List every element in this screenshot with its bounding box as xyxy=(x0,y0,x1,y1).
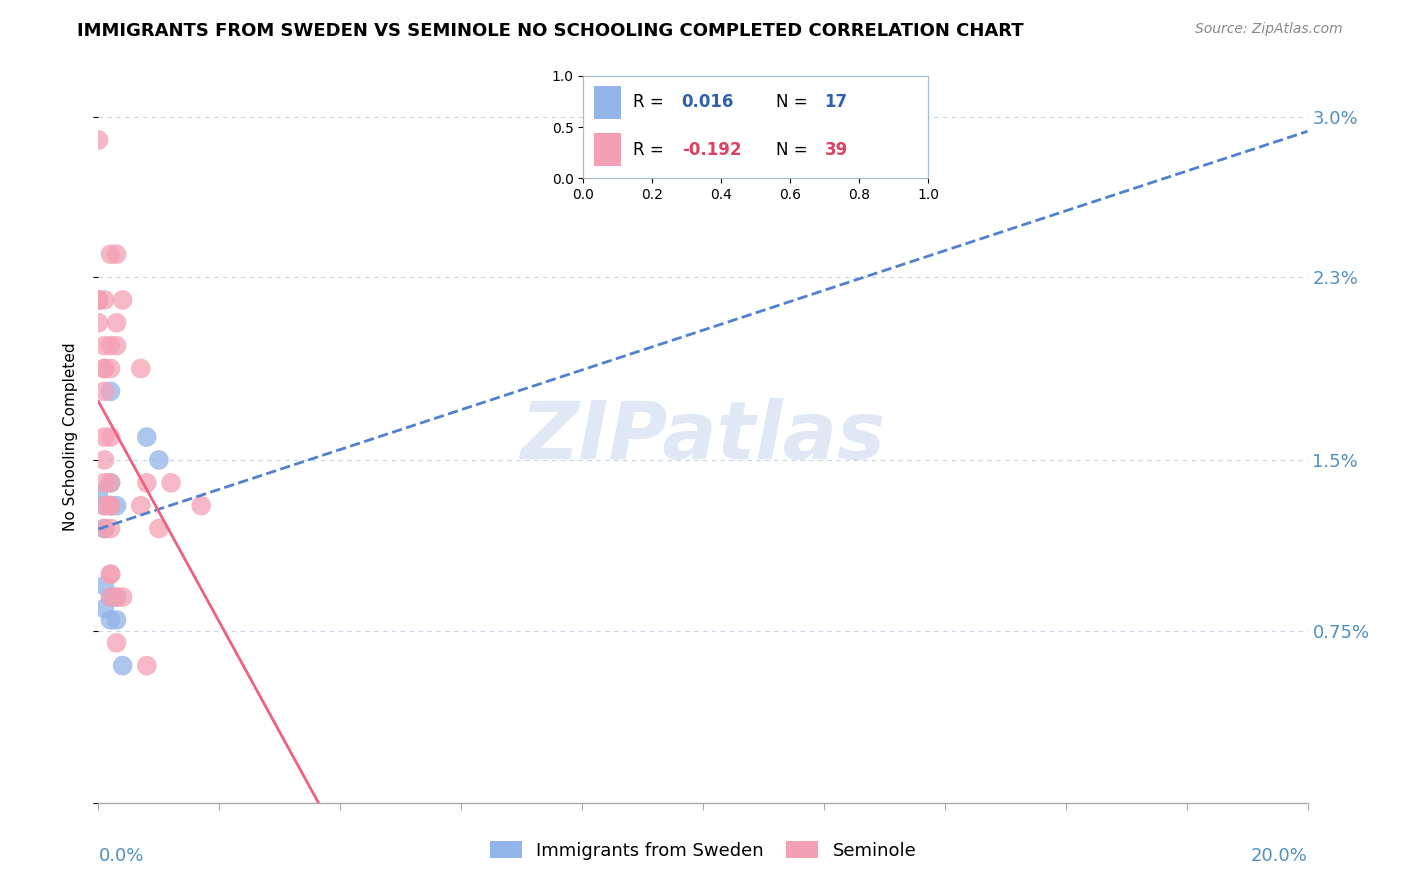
Point xyxy=(100,475,122,490)
Point xyxy=(190,499,212,513)
Y-axis label: No Schooling Completed: No Schooling Completed xyxy=(63,343,77,532)
Text: 39: 39 xyxy=(824,141,848,159)
Point xyxy=(93,499,115,513)
Point xyxy=(105,338,128,352)
Point xyxy=(135,475,157,490)
Point xyxy=(105,590,128,604)
Point xyxy=(87,293,110,307)
Point xyxy=(100,590,122,604)
Point xyxy=(129,499,152,513)
Text: 17: 17 xyxy=(824,94,848,112)
Point xyxy=(100,430,122,444)
Point xyxy=(93,499,115,513)
Point xyxy=(87,133,110,147)
Text: IMMIGRANTS FROM SWEDEN VS SEMINOLE NO SCHOOLING COMPLETED CORRELATION CHART: IMMIGRANTS FROM SWEDEN VS SEMINOLE NO SC… xyxy=(77,22,1024,40)
Point xyxy=(100,475,122,490)
Point xyxy=(105,613,128,627)
Point xyxy=(93,361,115,376)
Point xyxy=(105,499,128,513)
Point xyxy=(87,487,110,501)
Point xyxy=(111,658,134,673)
Point xyxy=(93,293,115,307)
Point xyxy=(100,338,122,352)
Text: R =: R = xyxy=(634,94,664,112)
Point xyxy=(100,521,122,535)
Point xyxy=(100,567,122,582)
FancyBboxPatch shape xyxy=(593,133,621,166)
Point xyxy=(93,453,115,467)
Point xyxy=(93,601,115,615)
Point xyxy=(100,613,122,627)
Legend: Immigrants from Sweden, Seminole: Immigrants from Sweden, Seminole xyxy=(482,834,924,867)
Point xyxy=(111,590,134,604)
Point xyxy=(93,579,115,593)
Text: 20.0%: 20.0% xyxy=(1251,847,1308,864)
Text: -0.192: -0.192 xyxy=(682,141,741,159)
Point xyxy=(93,521,115,535)
Point xyxy=(160,475,183,490)
Point xyxy=(129,361,152,376)
Text: N =: N = xyxy=(776,94,808,112)
Point xyxy=(93,475,115,490)
Point xyxy=(100,499,122,513)
FancyBboxPatch shape xyxy=(593,87,621,119)
Point xyxy=(100,499,122,513)
Point xyxy=(93,384,115,399)
Point xyxy=(100,499,122,513)
Point xyxy=(93,430,115,444)
Point xyxy=(100,384,122,399)
Point xyxy=(135,430,157,444)
Text: N =: N = xyxy=(776,141,808,159)
Point xyxy=(105,247,128,261)
Point xyxy=(93,521,115,535)
Point xyxy=(105,636,128,650)
Point xyxy=(135,658,157,673)
Point xyxy=(93,361,115,376)
Point xyxy=(148,521,170,535)
Point xyxy=(100,590,122,604)
Text: ZIPatlas: ZIPatlas xyxy=(520,398,886,476)
Point xyxy=(100,361,122,376)
Point xyxy=(87,293,110,307)
Text: R =: R = xyxy=(634,141,664,159)
Text: 0.0%: 0.0% xyxy=(98,847,143,864)
Point xyxy=(87,316,110,330)
Point xyxy=(100,247,122,261)
Point xyxy=(105,316,128,330)
Point xyxy=(148,453,170,467)
Text: 0.016: 0.016 xyxy=(682,94,734,112)
Text: Source: ZipAtlas.com: Source: ZipAtlas.com xyxy=(1195,22,1343,37)
Point xyxy=(87,293,110,307)
Point xyxy=(100,567,122,582)
Point xyxy=(111,293,134,307)
Point xyxy=(93,338,115,352)
Point xyxy=(105,590,128,604)
